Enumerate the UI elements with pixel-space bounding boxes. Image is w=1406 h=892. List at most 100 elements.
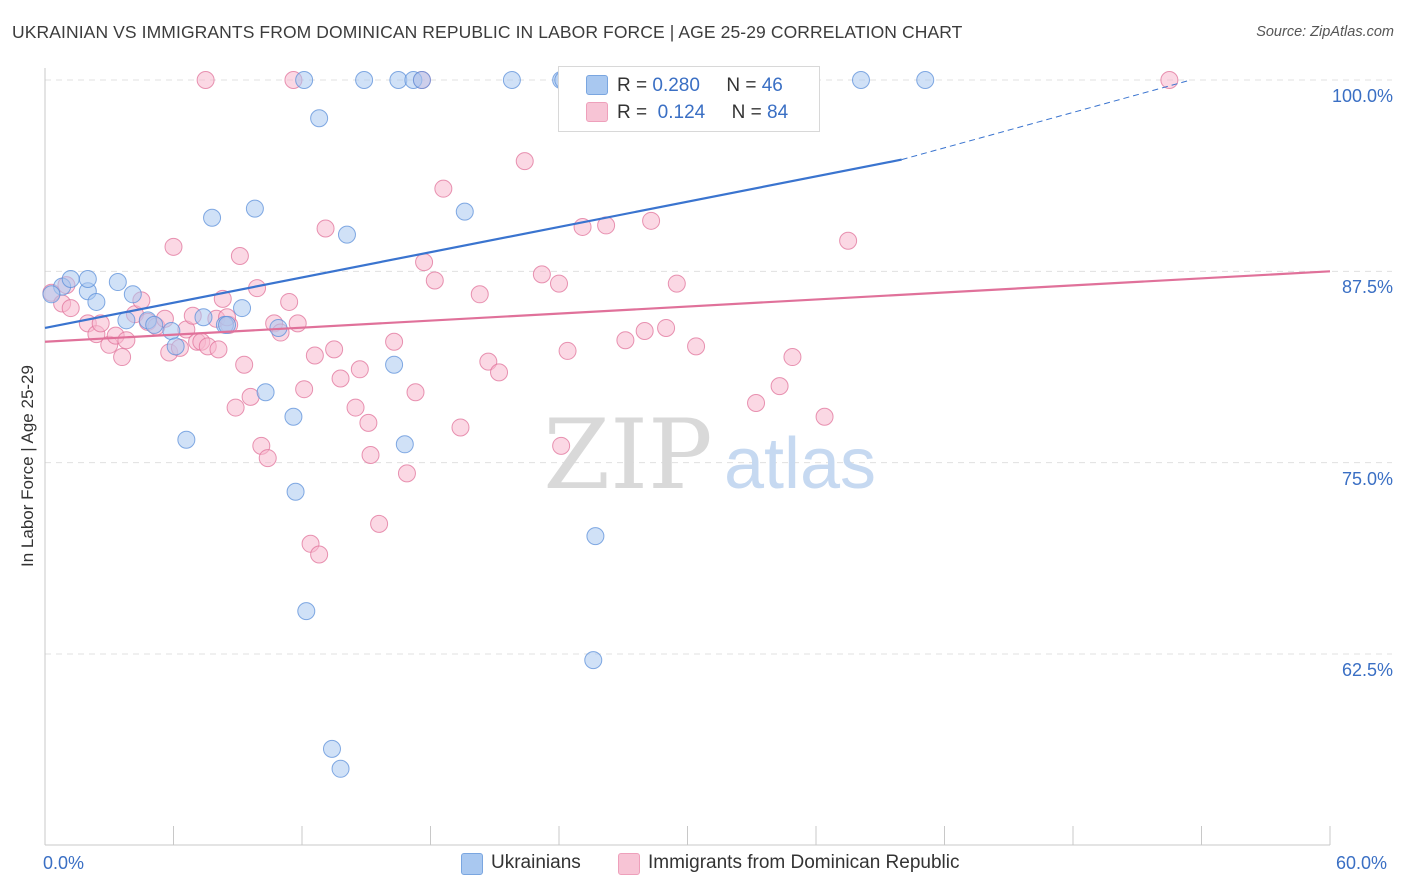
data-point bbox=[385, 332, 404, 351]
trend-line-ukrainians bbox=[44, 158, 902, 330]
data-point bbox=[235, 355, 254, 374]
data-point bbox=[91, 314, 110, 333]
y-axis-label: In Labor Force | Age 25-29 bbox=[18, 365, 37, 567]
data-point bbox=[815, 407, 834, 426]
data-point bbox=[194, 308, 213, 327]
data-point bbox=[389, 71, 408, 89]
data-point bbox=[61, 299, 80, 318]
data-point bbox=[325, 340, 344, 359]
source-credit: Source: ZipAtlas.com bbox=[1256, 24, 1394, 40]
data-point bbox=[203, 208, 222, 227]
data-point bbox=[316, 219, 335, 238]
data-point bbox=[87, 292, 106, 311]
data-point bbox=[113, 348, 132, 367]
y-tick-label-100: 100.0% bbox=[1331, 86, 1393, 106]
data-point bbox=[479, 352, 498, 371]
n-label: N = bbox=[731, 102, 762, 123]
data-point bbox=[1160, 71, 1179, 89]
data-point bbox=[770, 377, 789, 396]
data-point bbox=[331, 759, 350, 778]
data-point bbox=[230, 247, 249, 266]
r-label: R = bbox=[617, 75, 648, 96]
data-point bbox=[552, 436, 571, 455]
data-point bbox=[584, 651, 603, 670]
y-tick-label-75: 75.0% bbox=[1341, 469, 1393, 489]
data-point bbox=[642, 211, 661, 230]
r-label: R = bbox=[617, 102, 648, 123]
data-point bbox=[322, 739, 341, 758]
data-point bbox=[397, 464, 416, 483]
data-point bbox=[350, 360, 369, 379]
legend-label-ukrainians: Ukrainians bbox=[491, 852, 581, 873]
data-point bbox=[61, 269, 80, 288]
data-point bbox=[177, 430, 196, 449]
legend-swatch-pink bbox=[618, 853, 640, 875]
data-point bbox=[245, 199, 264, 218]
data-point bbox=[310, 109, 329, 128]
data-point bbox=[310, 545, 329, 564]
data-point bbox=[78, 269, 97, 288]
data-point bbox=[532, 265, 551, 284]
data-point bbox=[166, 337, 185, 356]
data-point bbox=[258, 449, 277, 468]
data-point bbox=[451, 418, 470, 437]
watermark-atlas: atlas bbox=[724, 424, 876, 504]
data-point bbox=[305, 346, 324, 365]
x-tick-label-min: 0.0% bbox=[43, 853, 85, 873]
data-point bbox=[455, 202, 474, 221]
n-value-ukrainians: 46 bbox=[761, 75, 783, 96]
data-point bbox=[370, 514, 389, 533]
data-point bbox=[42, 285, 61, 304]
data-point bbox=[635, 322, 654, 341]
stats-legend: R = 0.280 N = 46 R = 0.124 N = 84 bbox=[558, 66, 820, 132]
data-point bbox=[434, 179, 453, 198]
trend-lines bbox=[44, 79, 1331, 343]
y-tick-label-875: 87.5% bbox=[1341, 277, 1393, 297]
data-point bbox=[550, 274, 568, 293]
data-point bbox=[558, 341, 577, 360]
data-point bbox=[295, 71, 314, 89]
legend-swatch-pink bbox=[586, 102, 608, 122]
data-point bbox=[297, 602, 316, 621]
data-point bbox=[331, 369, 350, 388]
data-point bbox=[337, 225, 356, 244]
legend-swatch-blue bbox=[586, 75, 608, 95]
watermark-zip: ZIP bbox=[543, 399, 712, 511]
data-point bbox=[747, 393, 766, 412]
data-point bbox=[233, 299, 252, 318]
data-point bbox=[117, 331, 136, 350]
data-point bbox=[256, 383, 275, 402]
data-point bbox=[226, 398, 245, 417]
data-point bbox=[687, 337, 706, 356]
data-point bbox=[355, 71, 374, 89]
data-point bbox=[284, 407, 303, 426]
data-point bbox=[515, 152, 534, 171]
data-point bbox=[361, 446, 380, 465]
data-point bbox=[164, 237, 183, 256]
data-point bbox=[288, 314, 307, 333]
data-point bbox=[425, 271, 444, 290]
data-point bbox=[412, 71, 431, 89]
r-value-ukrainians: 0.280 bbox=[652, 75, 700, 96]
data-point bbox=[162, 322, 181, 341]
y-tick-label-625: 62.5% bbox=[1341, 660, 1393, 680]
data-point bbox=[123, 285, 142, 304]
chart-title: UKRAINIAN VS IMMIGRANTS FROM DOMINICAN R… bbox=[12, 22, 963, 42]
data-point bbox=[916, 71, 935, 89]
n-value-dominican: 84 bbox=[767, 102, 789, 123]
data-point bbox=[586, 527, 605, 546]
data-point bbox=[667, 274, 686, 293]
data-point bbox=[280, 292, 299, 311]
trend-line-ukrainians-extension bbox=[901, 79, 1191, 161]
data-point bbox=[490, 363, 509, 382]
data-point bbox=[783, 348, 802, 367]
data-point bbox=[359, 413, 378, 432]
data-point bbox=[346, 398, 365, 417]
data-point bbox=[218, 315, 237, 334]
data-point bbox=[616, 331, 635, 350]
trend-line-dominican bbox=[44, 270, 1331, 343]
data-point bbox=[117, 311, 136, 330]
data-point bbox=[851, 71, 870, 89]
data-point bbox=[209, 340, 228, 359]
